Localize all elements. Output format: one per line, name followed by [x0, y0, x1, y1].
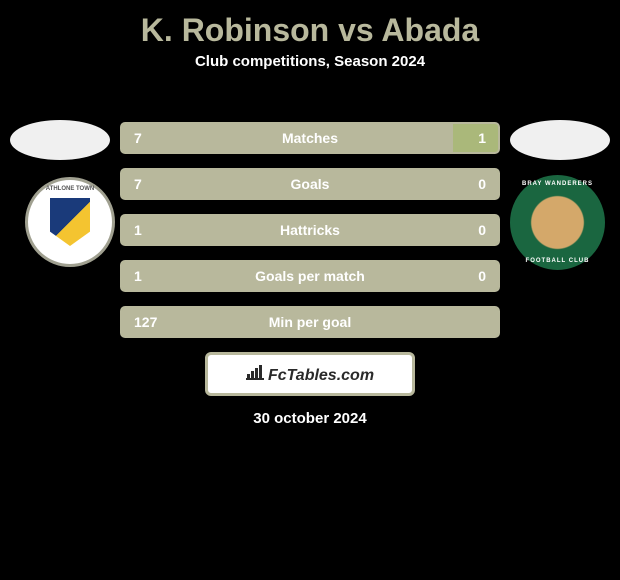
stats-container: 7 Matches 1 7 Goals 0 1 Hattricks 0 1 Go… — [120, 122, 500, 352]
page-subtitle: Club competitions, Season 2024 — [0, 53, 620, 90]
stat-value-right: 0 — [478, 170, 486, 198]
club-badge-right: BRAY WANDERERS FOOTBALL CLUB — [510, 175, 605, 270]
stat-label: Hattricks — [122, 216, 498, 244]
stat-label: Min per goal — [122, 308, 498, 336]
badge-text-top: BRAY WANDERERS — [512, 181, 603, 187]
stat-value-right: 0 — [478, 216, 486, 244]
badge-text-bottom: FOOTBALL CLUB — [512, 258, 603, 264]
footer-brand-text: FcTables.com — [268, 367, 374, 384]
chart-icon — [246, 364, 264, 385]
stat-row-goals-per-match: 1 Goals per match 0 — [120, 260, 500, 292]
stat-row-matches: 7 Matches 1 — [120, 122, 500, 154]
stat-value-right: 1 — [478, 124, 486, 152]
club-badge-left — [25, 177, 115, 267]
stat-value-right: 0 — [478, 262, 486, 290]
page-title: K. Robinson vs Abada — [0, 0, 620, 53]
badge-ring-icon — [512, 177, 603, 268]
player-right-photo — [510, 120, 610, 160]
date-label: 30 october 2024 — [0, 410, 620, 427]
footer-brand: FcTables.com — [246, 364, 374, 385]
stat-label: Goals — [122, 170, 498, 198]
footer-brand-box: FcTables.com — [205, 352, 415, 396]
stat-label: Goals per match — [122, 262, 498, 290]
stat-row-hattricks: 1 Hattricks 0 — [120, 214, 500, 246]
stat-row-goals: 7 Goals 0 — [120, 168, 500, 200]
shield-icon — [50, 198, 90, 246]
player-left-photo — [10, 120, 110, 160]
stat-label: Matches — [122, 124, 498, 152]
stat-row-min-per-goal: 127 Min per goal — [120, 306, 500, 338]
